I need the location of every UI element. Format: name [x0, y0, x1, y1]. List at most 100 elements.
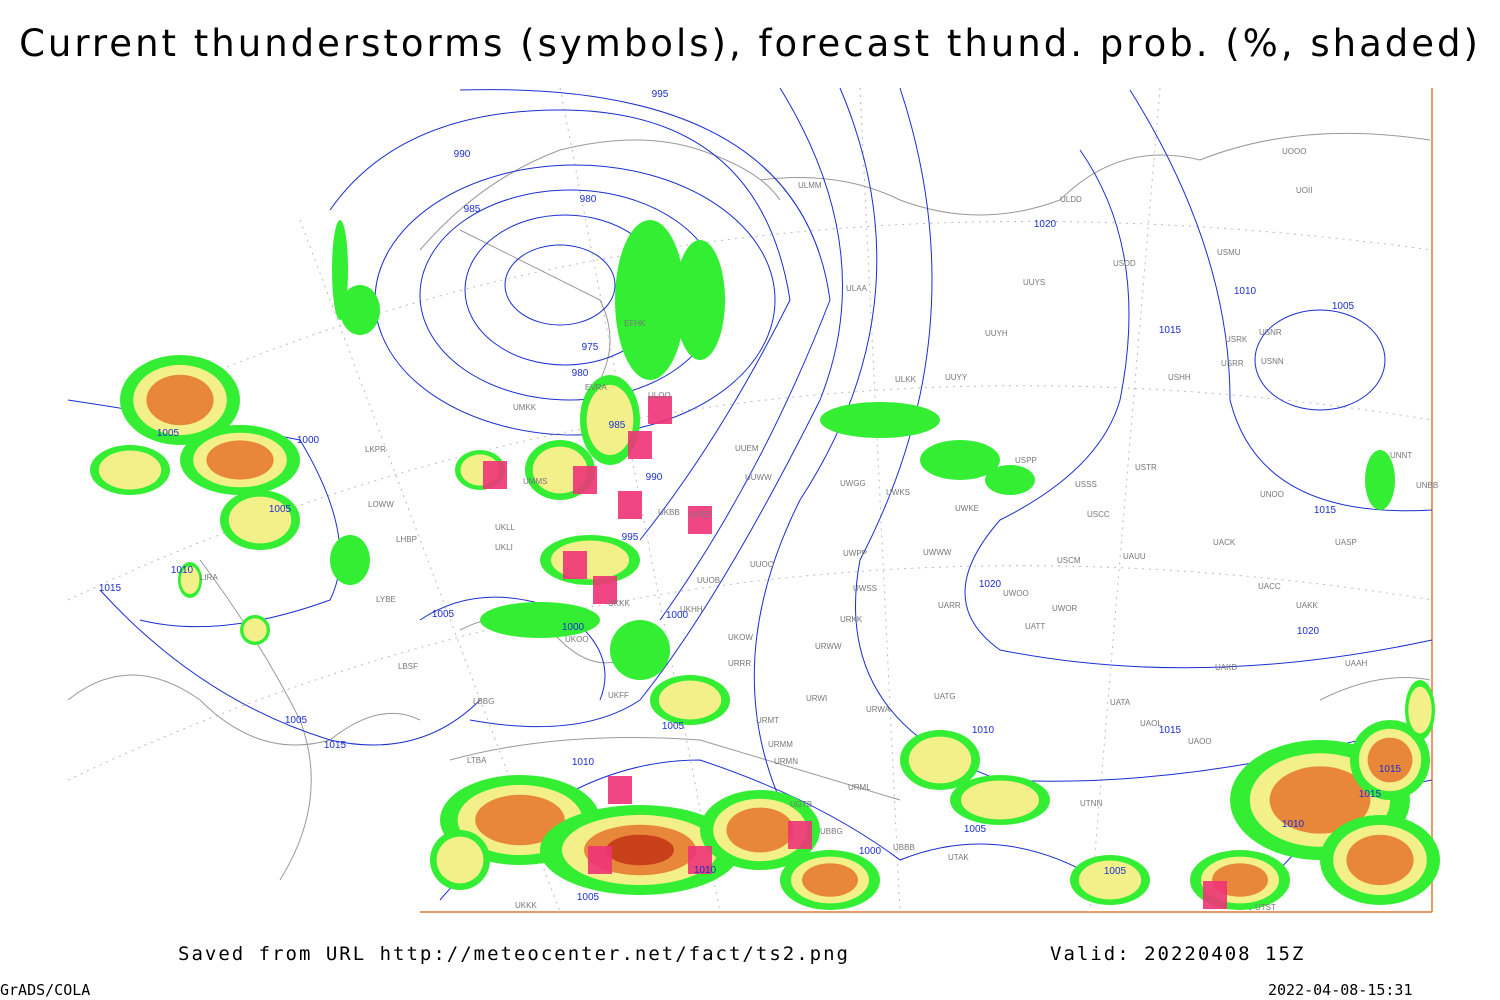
station-label: UBBB [893, 843, 915, 852]
station-label: UGTB [790, 800, 812, 809]
isobar [469, 87, 843, 728]
station-label: USHH [1168, 373, 1191, 382]
isobar-label: 1005 [285, 715, 308, 726]
shade-area [1346, 834, 1414, 886]
station-label: UKHH [680, 605, 703, 614]
shade-area [180, 565, 200, 595]
isobar [1129, 89, 1433, 512]
isobar-label: 1010 [572, 757, 595, 768]
storm-symbol [588, 846, 612, 874]
station-label: UUYH [985, 329, 1008, 338]
station-label: URRR [728, 659, 751, 668]
station-label: ULMM [798, 181, 822, 190]
station-label: UWSS [853, 584, 877, 593]
isobar-label: 1005 [577, 892, 600, 903]
station-label: UWKS [886, 488, 910, 497]
storm-symbol [563, 551, 587, 579]
shade-area [436, 836, 484, 884]
station-label: UTAK [948, 853, 969, 862]
storm-symbol [688, 846, 712, 874]
isobar-label: 1015 [1379, 764, 1402, 775]
station-label: UBBG [820, 827, 843, 836]
isobar-label: 1010 [1282, 819, 1305, 830]
storm-symbol [788, 821, 812, 849]
station-label: UAAH [1345, 659, 1367, 668]
station-label: UWGG [840, 479, 866, 488]
station-label: UMKK [513, 403, 537, 412]
shade-area [146, 374, 214, 426]
station-label: USMU [1217, 248, 1241, 257]
isobar [753, 87, 878, 801]
shade-area [475, 794, 565, 846]
shade-area [228, 496, 292, 544]
station-label: UWOR [1052, 604, 1078, 613]
station-label: UNNT [1390, 451, 1412, 460]
shade-area [920, 440, 1000, 480]
station-label: UAKK [1296, 601, 1318, 610]
station-label: UMMS [523, 477, 547, 486]
thunderstorm-probability [90, 220, 1440, 910]
station-label: ULOO [648, 391, 671, 400]
station-label: UNBB [1416, 481, 1438, 490]
timestamp: 2022-04-08-15:31 [1268, 981, 1413, 999]
station-label: UATA [1110, 698, 1131, 707]
station-label: UKOW [728, 633, 753, 642]
storm-symbol [628, 431, 652, 459]
storm-symbol [608, 776, 632, 804]
storm-symbol [573, 466, 597, 494]
isobar-label: 1015 [1359, 789, 1382, 800]
station-label: UKLL [495, 523, 516, 532]
station-label: LBBG [473, 697, 494, 706]
isobar-label: 1010 [972, 725, 995, 736]
station-label: ULDD [1060, 195, 1082, 204]
station-label: URMM [768, 740, 793, 749]
storm-symbol [593, 576, 617, 604]
station-label: UKKK [515, 901, 537, 910]
shade-area [586, 384, 634, 456]
isobar-label: 1015 [1159, 325, 1182, 336]
station-label: UAOO [1188, 737, 1212, 746]
station-label: URML [848, 783, 871, 792]
valid-time: Valid: 20220408 15Z [1050, 943, 1305, 965]
isobar-label: 1000 [859, 846, 882, 857]
station-label: UUOO [750, 560, 774, 569]
shade-area [1078, 860, 1142, 900]
station-label: UATG [934, 692, 956, 701]
isobar [964, 149, 1433, 669]
isobar-label: 985 [609, 420, 626, 431]
station-label: USPP [1015, 456, 1037, 465]
isobar-label: 1020 [1034, 219, 1057, 230]
station-label: LTBA [467, 756, 487, 765]
station-label: UACC [1258, 582, 1281, 591]
shade-area [1269, 766, 1371, 834]
isobar-label: 975 [582, 342, 599, 353]
station-label: UAOL [1140, 719, 1162, 728]
station-label: URWA [866, 705, 891, 714]
graticule-line [1089, 87, 1161, 913]
station-label: USNR [1259, 328, 1282, 337]
isobar-label: 1005 [1332, 301, 1355, 312]
graticule-line [149, 220, 1433, 401]
isobar-label: 1000 [297, 435, 320, 446]
station-label: UOII [1296, 186, 1312, 195]
software: GrADS/COLA [0, 981, 90, 999]
shade-area [340, 285, 380, 335]
isobar-label: 1000 [666, 610, 689, 621]
isobar-label: 1005 [1104, 866, 1127, 877]
shade-area [551, 540, 629, 580]
station-label: LBSF [398, 662, 418, 671]
shade-area [658, 680, 722, 720]
isobar [459, 89, 831, 621]
shade-area [1365, 450, 1395, 510]
station-label: URMN [774, 757, 798, 766]
isobar-label: 1005 [157, 428, 180, 439]
storm-symbol [618, 491, 642, 519]
station-label: USCC [1087, 510, 1110, 519]
isobar-label: 1015 [1314, 505, 1337, 516]
isobar-label: 1010 [1234, 286, 1257, 297]
station-label: UUEE [690, 510, 712, 519]
coastlines [67, 132, 1431, 881]
station-label: UUEM [735, 444, 759, 453]
isobar-label: 990 [646, 472, 663, 483]
